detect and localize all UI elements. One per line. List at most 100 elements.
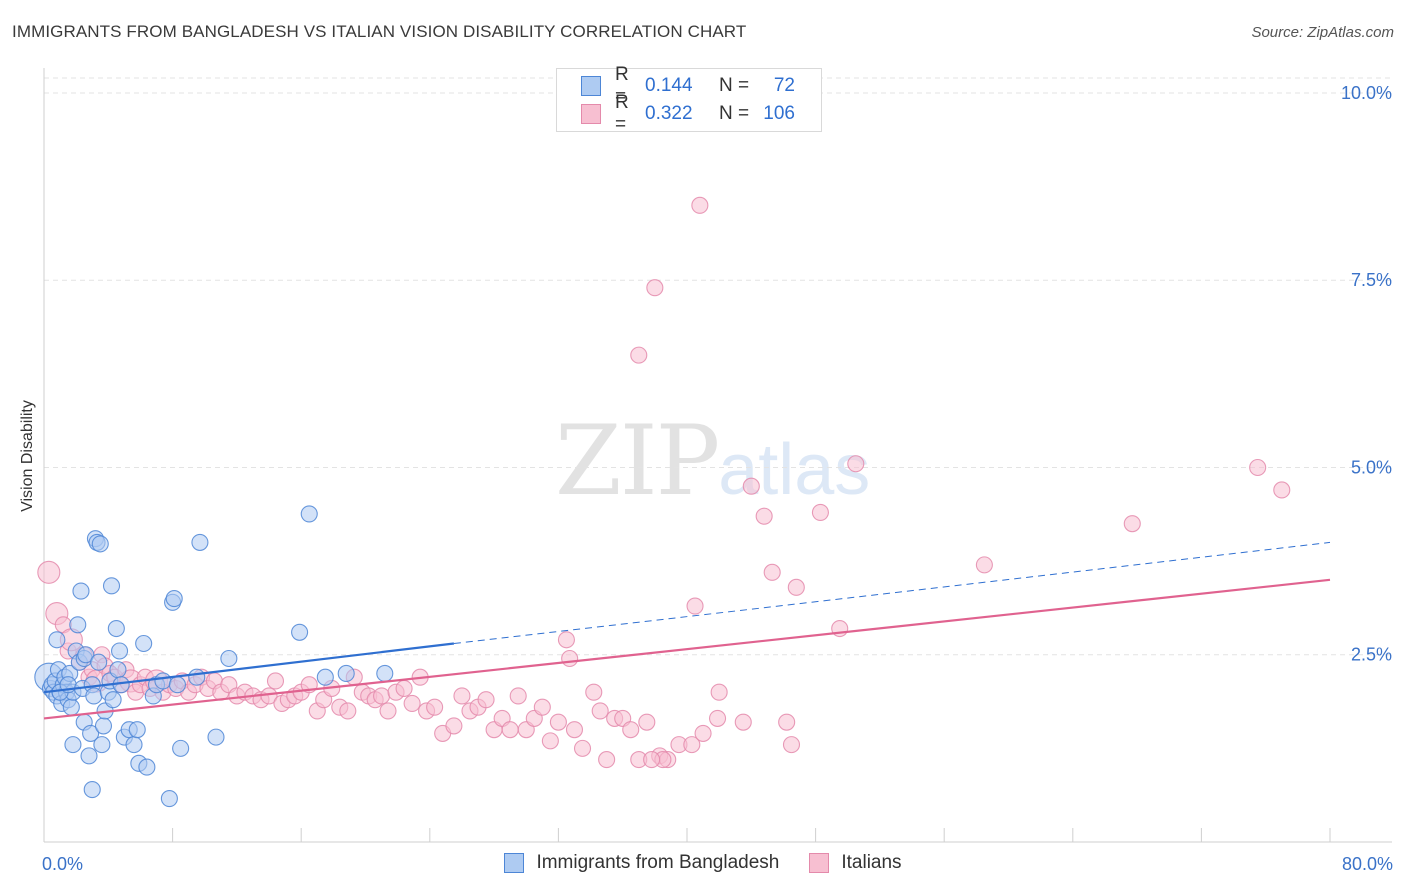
correlation-legend: R = 0.144 N = 72 R = 0.322 N = 106 [556,64,822,135]
point-bangladesh [207,728,225,746]
legend-n-value: 106 [763,103,795,124]
point-bangladesh [300,505,318,523]
point-bangladesh [62,698,80,716]
point-bangladesh [83,781,101,799]
point-bangladesh [91,535,109,553]
point-bangladesh [48,631,66,649]
watermark-atlas: atlas [718,430,871,510]
point-italian [778,713,796,731]
trendline-italians [43,578,1331,720]
point-italian [683,736,701,754]
point-italian [811,503,829,521]
point-italian [622,721,640,739]
legend-r-label: R = [615,64,629,107]
point-italian [782,736,801,754]
point-bangladesh [376,664,394,683]
point-italian [734,713,752,731]
legend-r-value: 0.322 [645,103,693,124]
point-italian [395,679,413,698]
point-italian [638,713,656,731]
point-italian [691,196,709,214]
point-bangladesh [109,661,127,679]
point-italian [975,556,993,574]
point-bangladesh [291,623,309,641]
point-bangladesh [125,736,143,754]
point-bangladesh [102,577,121,595]
point-italian [646,279,664,297]
legend-r-value: 0.144 [645,75,693,96]
point-bangladesh [165,590,183,608]
legend-n-value: 72 [773,75,795,96]
point-italian [549,713,567,731]
point-italian [373,687,391,705]
source-label: Source: ZipAtlas.com [1251,24,1394,41]
point-italian [565,721,584,739]
y-axis-label: Vision Disability [19,400,36,512]
point-italian [561,649,579,668]
point-bangladesh [154,672,172,690]
y-tick-label: 5.0% [1351,457,1392,477]
x-tick-label: 0.0% [42,854,83,874]
point-italian [643,751,661,769]
point-italian [379,702,397,720]
point-bangladesh [135,634,153,653]
trendline-bangladesh [43,642,455,694]
point-italian [1249,458,1267,477]
point-bangladesh [80,747,98,765]
point-italian [445,717,463,735]
point-italian [630,346,648,364]
point-bangladesh [85,687,103,705]
point-italian [426,698,444,716]
point-italian [585,683,603,701]
chart-title: IMMIGRANTS FROM BANGLADESH VS ITALIAN VI… [12,22,747,41]
point-bangladesh [160,790,178,808]
point-italian [533,698,551,716]
point-bangladesh [69,616,87,634]
point-bangladesh [93,736,111,754]
point-italian [787,578,805,596]
point-bangladesh [316,668,334,686]
point-italian [573,739,592,757]
point-bangladesh [77,646,95,664]
legend-r-label: R = [615,92,629,135]
legend-n-label: N = [719,103,750,124]
point-italian [541,732,559,750]
point-bangladesh [128,721,146,739]
y-tick-label: 7.5% [1351,270,1392,290]
point-italian [477,691,495,709]
point-italian [763,563,781,581]
legend-row-italians: R = 0.322 N = 106 [581,92,795,135]
legend-swatch-pink [809,853,830,873]
point-italian [755,507,773,525]
point-italian [1123,515,1141,533]
point-bangladesh [337,664,355,683]
point-bangladesh [82,724,100,742]
x-tick-label: 80.0% [1342,854,1393,874]
series-legend: Immigrants from Bangladesh Italians [0,852,1406,874]
legend-row-bangladesh: R = 0.144 N = 72 [581,64,795,107]
point-italian [686,597,704,615]
point-bangladesh [104,691,122,709]
point-bangladesh [188,668,206,686]
point-bangladesh [107,619,125,638]
point-italian [403,694,421,712]
legend-swatch-blue [504,853,525,873]
watermark-zip: ZIP [555,405,720,517]
legend-item-bangladesh[interactable]: Immigrants from Bangladesh [504,852,779,874]
legend-n-label: N = [719,75,750,96]
point-bangladesh [172,739,190,757]
point-bangladesh [138,758,156,776]
point-italian [742,477,760,495]
point-italian [1273,481,1291,499]
point-italian [453,687,471,705]
point-italian [37,560,61,584]
point-italian [501,721,519,739]
legend-item-italians[interactable]: Italians [809,852,902,874]
point-italian [339,702,357,720]
point-bangladesh [90,653,108,671]
point-bangladesh [220,649,238,668]
point-italian [509,687,527,705]
point-italian [708,709,727,727]
point-bangladesh [168,676,186,694]
